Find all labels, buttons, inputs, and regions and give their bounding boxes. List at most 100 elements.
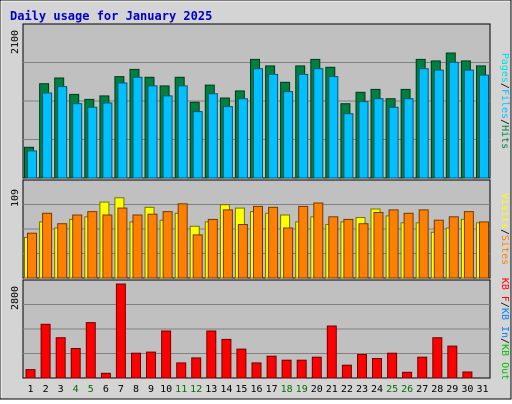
x-tick-label-20: 20 <box>311 384 323 395</box>
bar-visits-sites-day-12 <box>192 234 203 279</box>
bar-visits-sites-day-31 <box>479 221 489 279</box>
panel-requests-legend-item-0: Pages <box>499 53 510 83</box>
x-tick-label-24: 24 <box>371 384 383 395</box>
bar-kbytes-kb_f-day-2 <box>40 323 51 379</box>
bar-kbytes-kb_f-day-9 <box>146 351 156 379</box>
bar-visits-sites-day-15 <box>237 224 248 279</box>
bar-requests-files-day-31 <box>479 74 489 179</box>
x-tick-label-1: 1 <box>27 384 33 395</box>
panel-requests-legend-item-4: Hits <box>499 125 510 149</box>
x-tick-label-2: 2 <box>43 384 49 395</box>
bar-kbytes-kb_f-day-18 <box>281 359 292 379</box>
x-tick-label-23: 23 <box>356 384 368 395</box>
x-tick-label-6: 6 <box>103 384 109 395</box>
bar-visits-sites-day-7 <box>117 207 128 279</box>
bar-kbytes-kb_f-day-11 <box>176 362 187 379</box>
x-tick-label-21: 21 <box>326 384 338 395</box>
bar-requests-files-day-19 <box>298 73 309 179</box>
bar-requests-files-day-11 <box>177 85 188 179</box>
bar-requests-files-day-8 <box>132 76 143 179</box>
x-tick-label-29: 29 <box>446 384 458 395</box>
x-tick-label-13: 13 <box>205 384 217 395</box>
bar-visits-sites-day-4 <box>72 214 83 279</box>
bar-visits-sites-day-9 <box>147 213 158 279</box>
bar-kbytes-kb_f-day-24 <box>372 358 382 379</box>
bar-requests-files-day-12 <box>192 111 203 179</box>
x-tick-label-16: 16 <box>250 384 262 395</box>
x-tick-label-22: 22 <box>341 384 353 395</box>
bar-requests-files-day-13 <box>207 93 218 179</box>
bar-kbytes-kb_f-day-22 <box>341 364 352 379</box>
bar-requests-files-day-17 <box>268 73 279 179</box>
bar-kbytes-kb_f-day-7 <box>115 283 126 379</box>
bar-requests-files-day-10 <box>162 95 173 179</box>
bar-visits-sites-day-18 <box>283 227 294 279</box>
bar-visits-sites-day-16 <box>253 205 263 279</box>
panel-requests-legend-item-1: / <box>499 83 510 89</box>
bar-kbytes-kb_f-day-19 <box>296 359 307 379</box>
bar-requests-files-day-14 <box>222 106 233 179</box>
bar-requests-files-day-27 <box>418 68 429 179</box>
bar-requests-files-day-7 <box>117 82 128 179</box>
panel-kbytes-legend: KB F/KB In/KB Out <box>499 278 510 380</box>
bar-kbytes-kb_f-day-1 <box>25 369 36 379</box>
bar-requests-files-day-30 <box>463 69 474 179</box>
bar-visits-sites-day-21 <box>328 216 339 279</box>
panel-requests-legend-item-3: / <box>499 119 510 125</box>
bar-visits-sites-day-23 <box>358 223 369 279</box>
bar-visits-sites-day-10 <box>162 211 173 279</box>
panel-requests-legend: Pages/Files/Hits <box>499 53 510 149</box>
bar-kbytes-kb_f-day-21 <box>326 325 337 379</box>
x-tick-label-5: 5 <box>88 384 94 395</box>
panel-requests-ymax-label: 2100 <box>10 30 21 54</box>
bar-kbytes-kb_f-day-13 <box>206 330 217 379</box>
bar-requests-files-day-22 <box>343 113 354 179</box>
bar-requests-files-day-2 <box>42 92 53 179</box>
bar-visits-sites-day-20 <box>313 202 324 279</box>
bar-kbytes-kb_f-day-15 <box>236 348 247 379</box>
x-tick-label-26: 26 <box>401 384 413 395</box>
bar-requests-files-day-15 <box>237 98 248 179</box>
panel-requests-legend-item-2: Files <box>499 89 510 119</box>
bar-visits-sites-day-3 <box>57 223 68 279</box>
bar-visits-sites-day-13 <box>207 218 218 279</box>
panel-visits-legend-item-0: Visits <box>499 193 510 229</box>
bar-kbytes-kb_f-day-5 <box>85 322 96 379</box>
bar-visits-sites-day-30 <box>463 211 474 279</box>
bar-requests-files-day-23 <box>358 101 369 179</box>
x-tick-label-3: 3 <box>58 384 64 395</box>
bar-requests-files-day-4 <box>72 103 83 179</box>
panel-kbytes-legend-item-1: / <box>499 302 510 308</box>
x-tick-label-31: 31 <box>476 384 488 395</box>
x-tick-label-9: 9 <box>148 384 154 395</box>
bar-kbytes-kb_f-day-29 <box>447 345 458 379</box>
bar-requests-files-day-18 <box>283 91 294 179</box>
panel-visits-legend-item-2: Sites <box>499 235 510 265</box>
x-tick-label-4: 4 <box>73 384 79 395</box>
bar-visits-sites-day-28 <box>433 219 444 279</box>
bar-requests-files-day-28 <box>433 69 444 179</box>
bar-kbytes-kb_f-day-14 <box>221 338 232 379</box>
x-tick-label-28: 28 <box>431 384 443 395</box>
bar-kbytes-kb_f-day-27 <box>417 356 428 379</box>
bar-kbytes-kb_f-day-8 <box>131 352 141 379</box>
bar-kbytes-kb_f-day-25 <box>387 352 398 379</box>
x-tick-label-19: 19 <box>296 384 308 395</box>
bar-visits-sites-day-8 <box>132 214 143 279</box>
panel-kbytes: 2800 KB F/KB In/KB Out <box>10 278 510 380</box>
panel-visits-legend-item-1: / <box>499 229 510 235</box>
bar-visits-sites-day-14 <box>222 209 233 279</box>
chart-title: Daily usage for January 2025 <box>10 9 212 23</box>
bar-visits-sites-day-22 <box>343 218 354 279</box>
bar-requests-files-day-20 <box>313 68 324 179</box>
bar-requests-files-day-25 <box>388 106 399 179</box>
bar-requests-files-day-1 <box>27 150 37 179</box>
panel-visits: 109 Visits/Sites <box>10 179 510 279</box>
x-tick-label-17: 17 <box>266 384 278 395</box>
bar-kbytes-kb_f-day-16 <box>251 362 262 379</box>
x-axis-tick-labels: 1 2 3 4 5 6 7 8 9 10 11 12 13 14 15 16 17 18 19 20 21 22 23 24 2… <box>27 384 488 395</box>
bar-kbytes-kb_f-day-20 <box>311 356 322 379</box>
